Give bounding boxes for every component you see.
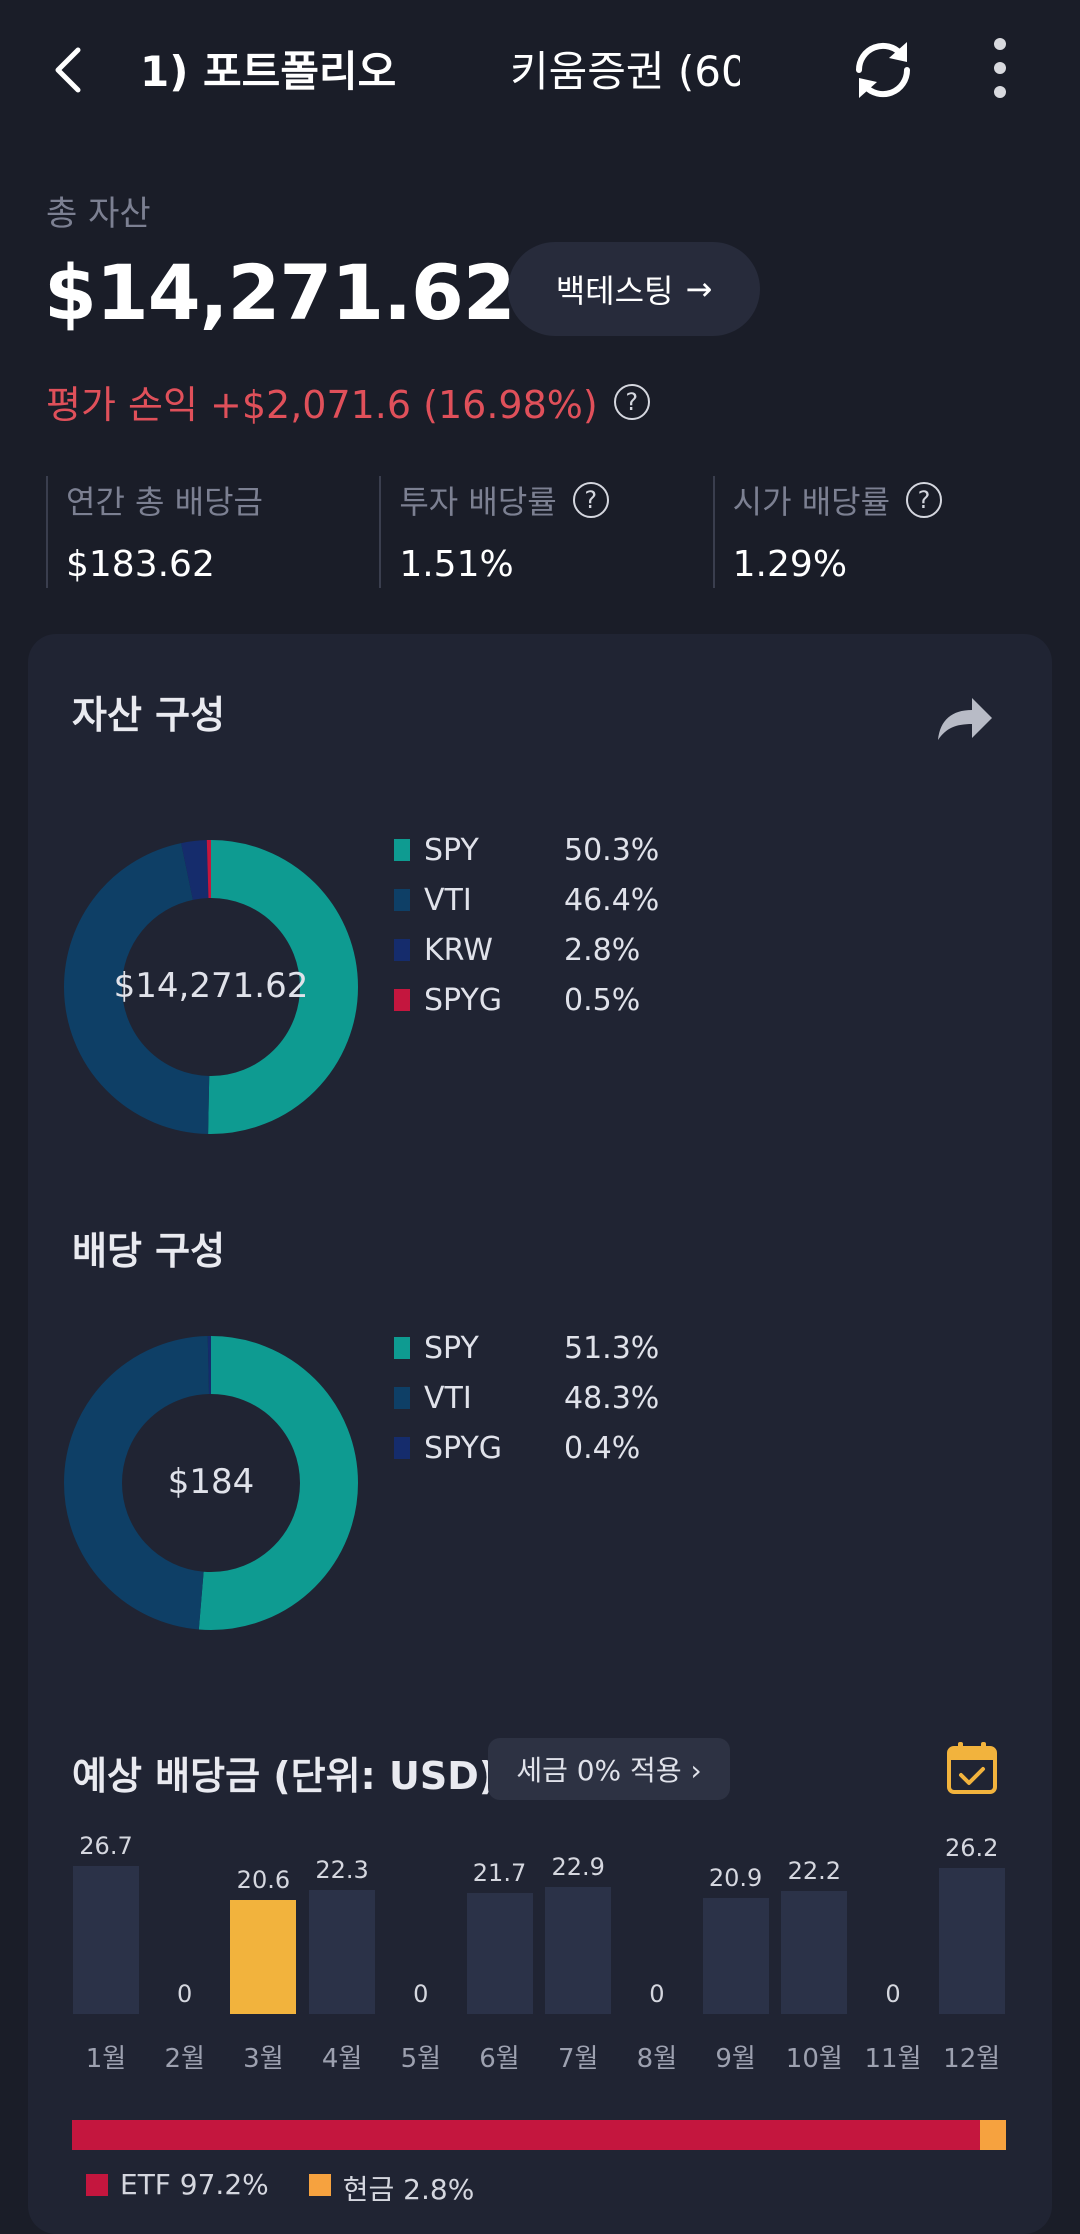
chevron-left-icon <box>55 47 81 93</box>
total-assets-value: $14,271.62 <box>44 248 516 337</box>
stat-value: 1.29% <box>732 544 848 585</box>
legend-item: SPY 51.3% <box>394 1328 684 1368</box>
more-vertical-icon <box>994 38 1006 98</box>
dividend-donut-center: $184 <box>167 1462 255 1502</box>
stat-value: $183.62 <box>66 544 215 585</box>
donut-slice-vti <box>64 840 358 1134</box>
legend-item: VTI 46.4% <box>394 880 684 920</box>
page-title: 1) 포트폴리오 <box>140 47 397 96</box>
legend-item: KRW 2.8% <box>394 930 684 970</box>
stat-value: 1.51% <box>399 544 514 585</box>
legend-name: KRW <box>424 932 493 968</box>
stat-annual-dividend: 연간 총 배당금 $183.62 <box>46 476 379 588</box>
stat-label: 투자 배당률 <box>399 483 557 521</box>
legend-swatch <box>394 939 410 961</box>
legend-item: SPYG 0.4% <box>394 1428 684 1468</box>
stat-market-yield: 시가 배당률? 1.29% <box>712 476 1046 588</box>
legend-pct: 48.3% <box>564 1380 660 1416</box>
portfolio-card <box>28 634 1052 2234</box>
legend-swatch <box>394 1337 410 1359</box>
asset-donut-chart <box>64 840 358 1134</box>
legend-name: SPYG <box>424 982 503 1018</box>
legend-swatch <box>394 989 410 1011</box>
legend-name: VTI <box>424 882 472 918</box>
legend-swatch <box>394 1437 410 1459</box>
share-button[interactable] <box>932 690 996 746</box>
legend-swatch <box>308 2174 331 2196</box>
sync-icon <box>855 42 911 98</box>
stat-label: 연간 총 배당금 <box>66 483 263 521</box>
legend-swatch <box>394 889 410 911</box>
back-button[interactable] <box>40 30 100 110</box>
backtest-button[interactable]: 백테스팅 → <box>508 242 760 336</box>
more-menu-button[interactable] <box>980 32 1020 108</box>
legend-pct: 50.3% <box>564 832 660 868</box>
sync-button[interactable] <box>845 32 921 108</box>
help-icon[interactable]: ? <box>572 482 609 518</box>
donut-slice-vti <box>64 1336 358 1630</box>
legend-swatch <box>86 2174 108 2196</box>
dividend-legend: SPY 51.3% VTI 48.3% SPYG 0.4% <box>394 1328 794 1466</box>
dividend-donut-chart <box>64 1336 358 1630</box>
arrow-right-icon: → <box>685 270 713 308</box>
ratio-legend: ETF 97.2% 현금 2.8% <box>86 2168 474 2208</box>
ratio-legend-etf: ETF 97.2% <box>120 2168 269 2201</box>
calendar-check-icon <box>947 1742 997 1794</box>
donut-slice-spyg <box>64 1336 358 1630</box>
asset-legend: SPY 50.3% VTI 46.4% KRW 2.8% SPYG 0.5% <box>394 830 794 1018</box>
ratio-segment-etf <box>72 2120 980 2150</box>
help-icon[interactable]: ? <box>613 383 650 420</box>
backtest-label: 백테스팅 <box>555 272 674 310</box>
legend-name: SPY <box>424 832 479 868</box>
ratio-legend-cash: 현금 2.8% <box>342 2173 475 2206</box>
legend-pct: 51.3% <box>564 1330 660 1366</box>
profit-loss-text: 평가 손익 +$2,071.6 (16.98%) <box>46 383 598 427</box>
expected-dividend-title: 예상 배당금 (단위: USD) <box>72 1754 497 1798</box>
tax-setting-button[interactable]: 세금 0% 적용 › <box>488 1738 730 1800</box>
broker-selector[interactable]: 키움증권 (60 <box>510 47 740 96</box>
legend-item: VTI 48.3% <box>394 1378 684 1418</box>
share-icon <box>938 698 992 740</box>
legend-pct: 2.8% <box>564 932 641 968</box>
legend-pct: 0.5% <box>564 982 641 1018</box>
legend-name: SPY <box>424 1330 479 1366</box>
help-icon[interactable]: ? <box>906 482 943 518</box>
legend-name: SPYG <box>424 1430 503 1466</box>
legend-swatch <box>394 839 410 861</box>
legend-name: VTI <box>424 1380 472 1416</box>
legend-pct: 46.4% <box>564 882 660 918</box>
ratio-segment-cash <box>979 2120 1006 2150</box>
legend-swatch <box>394 1387 410 1409</box>
asset-donut-center: $14,271.62 <box>113 966 309 1006</box>
asset-type-ratio-bar <box>72 2120 1006 2150</box>
stat-label: 시가 배당률 <box>732 483 891 521</box>
dividend-stats: 연간 총 배당금 $183.62 투자 배당률? 1.51% 시가 배당률? 1… <box>46 476 1046 588</box>
asset-composition-title: 자산 구성 <box>72 693 226 737</box>
profit-loss: 평가 손익 +$2,071.6 (16.98%) ? <box>46 374 650 429</box>
dividend-composition-title: 배당 구성 <box>72 1229 226 1273</box>
stat-investment-yield: 투자 배당률? 1.51% <box>379 476 712 588</box>
donut-slice-spyg <box>64 840 358 1134</box>
total-assets-label: 총 자산 <box>46 194 151 234</box>
legend-pct: 0.4% <box>564 1430 641 1466</box>
legend-item: SPY 50.3% <box>394 830 684 870</box>
calendar-button[interactable] <box>946 1740 998 1796</box>
legend-item: SPYG 0.5% <box>394 980 684 1020</box>
